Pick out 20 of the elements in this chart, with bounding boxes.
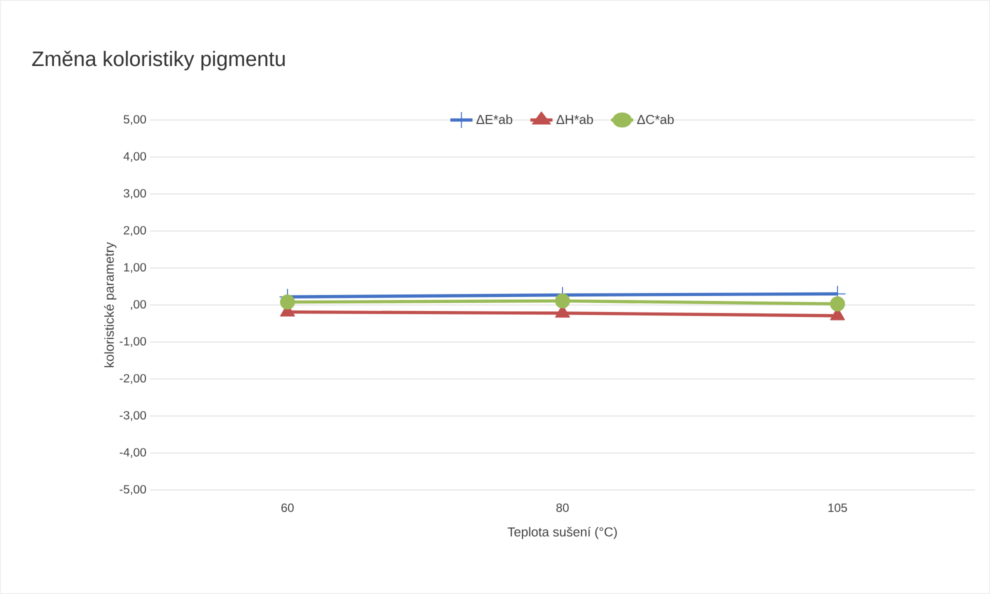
legend-label: ΔH*ab (556, 114, 593, 124)
y-tick-label: 1,00 (124, 263, 146, 273)
legend-label: ΔC*ab (637, 114, 674, 124)
y-tick-label: -5,00 (120, 485, 146, 495)
y-axis-title: koloristické parametry (104, 242, 116, 368)
y-tick-label: -3,00 (120, 411, 146, 421)
y-tick-label: 2,00 (124, 226, 146, 236)
x-axis-title: Teplota sušení (°C) (508, 526, 617, 540)
y-tick-label: -2,00 (120, 374, 146, 384)
y-tick-label: 4,00 (123, 152, 146, 162)
y-tick-label: ,00 (130, 300, 146, 310)
legend-label: ΔE*ab (476, 114, 512, 124)
y-tick-label: 5,00 (124, 115, 146, 125)
x-tick-label: 60 (281, 504, 294, 512)
chart-title: Změna koloristiky pigmentu (32, 50, 285, 70)
x-tick-label: 80 (556, 504, 569, 512)
y-tick-label: -1,00 (120, 337, 146, 347)
y-tick-label: -4,00 (120, 448, 146, 458)
y-tick-label: 3,00 (124, 189, 146, 199)
x-tick-label: 105 (828, 504, 847, 512)
